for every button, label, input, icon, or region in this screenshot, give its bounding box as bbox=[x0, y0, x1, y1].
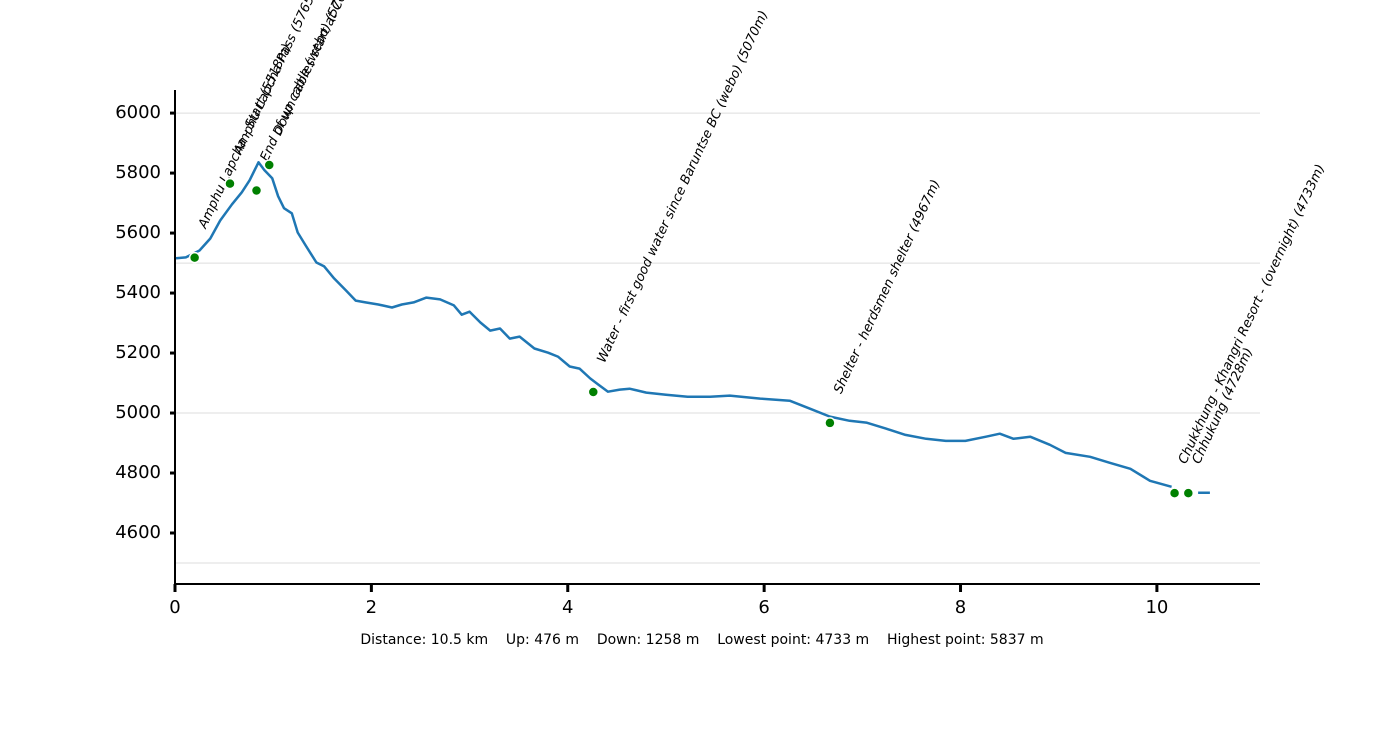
x-tick-label: 2 bbox=[366, 597, 377, 618]
waypoint bbox=[824, 417, 836, 429]
elevation-line bbox=[175, 161, 1210, 495]
y-tick-label: 6000 bbox=[115, 102, 161, 123]
x-tick-label: 8 bbox=[955, 597, 966, 618]
x-tick-label: 0 bbox=[169, 597, 180, 618]
waypoint-label: Water - first good water since Baruntse … bbox=[594, 8, 771, 365]
waypoint bbox=[587, 386, 600, 398]
y-tick-label: 5000 bbox=[115, 402, 161, 423]
y-tick-label: 4800 bbox=[115, 462, 161, 483]
waypoint bbox=[263, 159, 276, 171]
waypoint bbox=[224, 177, 236, 190]
x-tick-label: 4 bbox=[562, 597, 573, 618]
waypoint bbox=[1168, 487, 1181, 499]
y-tick-label: 5600 bbox=[115, 222, 161, 243]
x-tick-label: 6 bbox=[758, 597, 769, 618]
x-tick-label: 10 bbox=[1145, 597, 1168, 618]
waypoint-label: Shelter - herdsmen shelter (4967m) bbox=[831, 177, 944, 396]
y-tick-label: 5400 bbox=[115, 282, 161, 303]
y-tick-label: 5800 bbox=[115, 162, 161, 183]
waypoint bbox=[188, 251, 201, 264]
y-tick-label: 4600 bbox=[115, 522, 161, 543]
y-tick-label: 5200 bbox=[115, 342, 161, 363]
summary: Distance: 10.5 km Up: 476 m Down: 1258 m… bbox=[360, 632, 1043, 648]
waypoint bbox=[250, 184, 263, 197]
waypoint-label: Chukkhung - Khangri Resort - (overnight)… bbox=[1176, 162, 1328, 466]
waypoint-label: Down cables start at Col (5827m) bbox=[270, 0, 376, 138]
waypoint bbox=[1182, 487, 1195, 499]
